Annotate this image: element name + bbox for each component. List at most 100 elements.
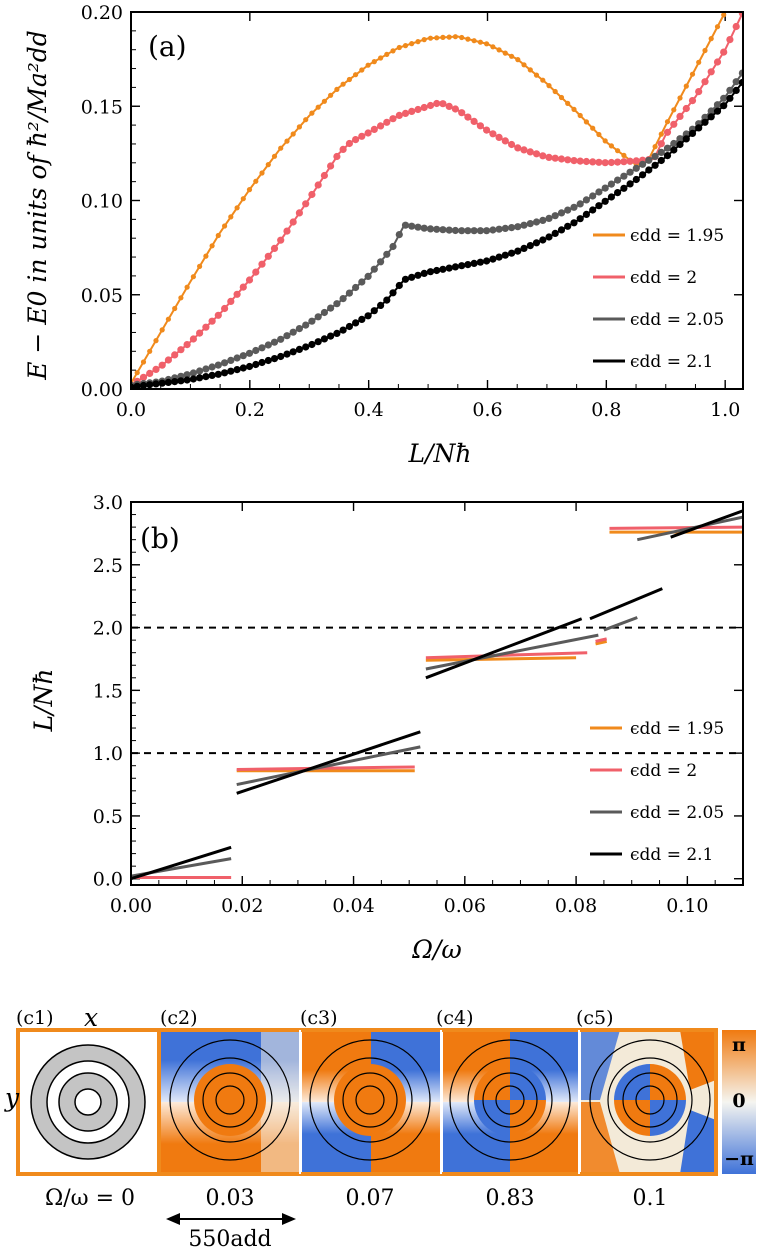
panel-a-legend-label: ϵdd = 2 [630,268,697,288]
panel-a-point [215,232,221,239]
panel-a-point [677,95,683,101]
panel-a-point [688,97,697,105]
panel-a-series-1 [131,12,743,389]
panel-a-point [702,47,708,54]
panel-a-point [370,125,378,133]
panel-a-point [222,223,228,229]
panel-a-point [245,362,254,371]
panel-a-point [509,53,515,59]
panel-a-point [614,176,622,184]
panel-a-point [608,143,615,149]
panel-a-point [470,227,478,235]
panel-a-point [540,77,546,83]
panel-a-point [395,111,403,119]
panel-a-point [365,62,371,68]
colorbar-top-label: π [732,1034,746,1056]
panel-a-point [384,51,390,58]
c1-core [74,1088,102,1116]
panel-a-point [414,105,422,114]
panel-a-point [258,358,266,367]
panel-a-point [732,22,740,31]
panel-a-point [289,218,297,226]
panel-a-point [514,247,522,255]
panel-a-point [209,243,215,249]
panel-a-point [577,112,583,119]
panel-a-point [345,289,353,297]
panel-b-xtick-label: 0.10 [666,895,708,917]
panel-a-ytick-label: 0.00 [81,379,123,401]
panel-a-xtick-label: 0.2 [235,399,265,421]
panel-b-ytick-label: 3.0 [93,492,123,514]
panel-a-point [177,377,185,385]
panel-a-point [389,289,397,297]
panel-a-point [252,360,260,369]
panel-a-ytick-label: 0.20 [81,2,123,24]
panel-a-point [408,222,416,230]
panel-a-point [139,373,148,381]
panel-a-point [695,88,703,96]
panel-a-point [414,223,422,231]
panel-a-point [146,381,154,389]
panel-a-point [451,263,459,271]
panel-b-segment [236,730,421,795]
panel-b-series-1 [131,525,743,879]
panel-a-point [520,146,528,154]
panel-a-point [589,192,597,200]
panel-a-legend-label: ϵdd = 2.1 [630,352,713,372]
panel-a-point [713,107,722,115]
panel-a-point [189,335,197,343]
panel-a-point [252,268,260,276]
panel-a-point [521,62,527,68]
panel-a-point [490,44,496,50]
panel-b-xtick-label: 0.04 [332,895,374,917]
panel-a-point [240,196,246,202]
panel-a-point [158,379,166,387]
panel-a-point [228,214,234,220]
panel-a-point [657,140,665,148]
panel-a-point [589,158,597,166]
panel-a-point [146,369,154,377]
panel-a-point [570,219,578,227]
panel-a-point [328,92,334,98]
panel-a-point [352,136,360,144]
c4-phase-panel [443,1030,578,1174]
panel-a-point [557,226,566,234]
panel-b-segment [425,656,577,662]
panel-b-series [131,509,743,881]
panel-a-point [364,129,372,137]
panel-a-point [283,227,291,235]
panel-a-point [408,107,416,115]
panel-a-point [189,375,197,383]
panel-a-point [258,344,266,352]
panel-a-point [688,129,697,137]
panel-a-point [483,257,491,265]
panel-a-point [484,41,490,47]
panel-a-point [489,226,497,234]
panel-a-ytick-label: 0.05 [81,285,123,307]
panel-b-legend-label: ϵdd = 2.1 [630,845,713,865]
panel-b-series-2 [131,515,743,878]
panel-a-point [134,370,140,376]
c1-label: (c1) [16,1007,54,1029]
panel-a-point [696,59,702,65]
panel-a-point [464,261,472,269]
panel-a-ytick-label: 0.15 [81,96,123,118]
panel-a-point [483,126,491,134]
panel-a-point [620,184,628,192]
panel-a-point [664,119,671,125]
panel-a-point [359,67,365,73]
panel-a-point [320,171,328,180]
panel-a-point [439,265,447,273]
panel-a-point [426,225,435,233]
panel-a-point [345,322,353,331]
panel-b-legend-label: ϵdd = 1.95 [630,719,724,739]
panel-a-point [551,229,559,237]
panel-a-point [178,295,184,301]
panel-a-point [713,58,722,66]
panel-c: π 0 −π (c1) (c2) (c3) (c4) (c5) x y Ω/ω … [4,1003,756,1252]
panel-a-point [171,351,179,359]
panel-a-point [420,103,428,112]
panel-a-point [732,78,740,86]
panel-a-point [632,175,640,184]
panel-a-point [333,152,341,161]
